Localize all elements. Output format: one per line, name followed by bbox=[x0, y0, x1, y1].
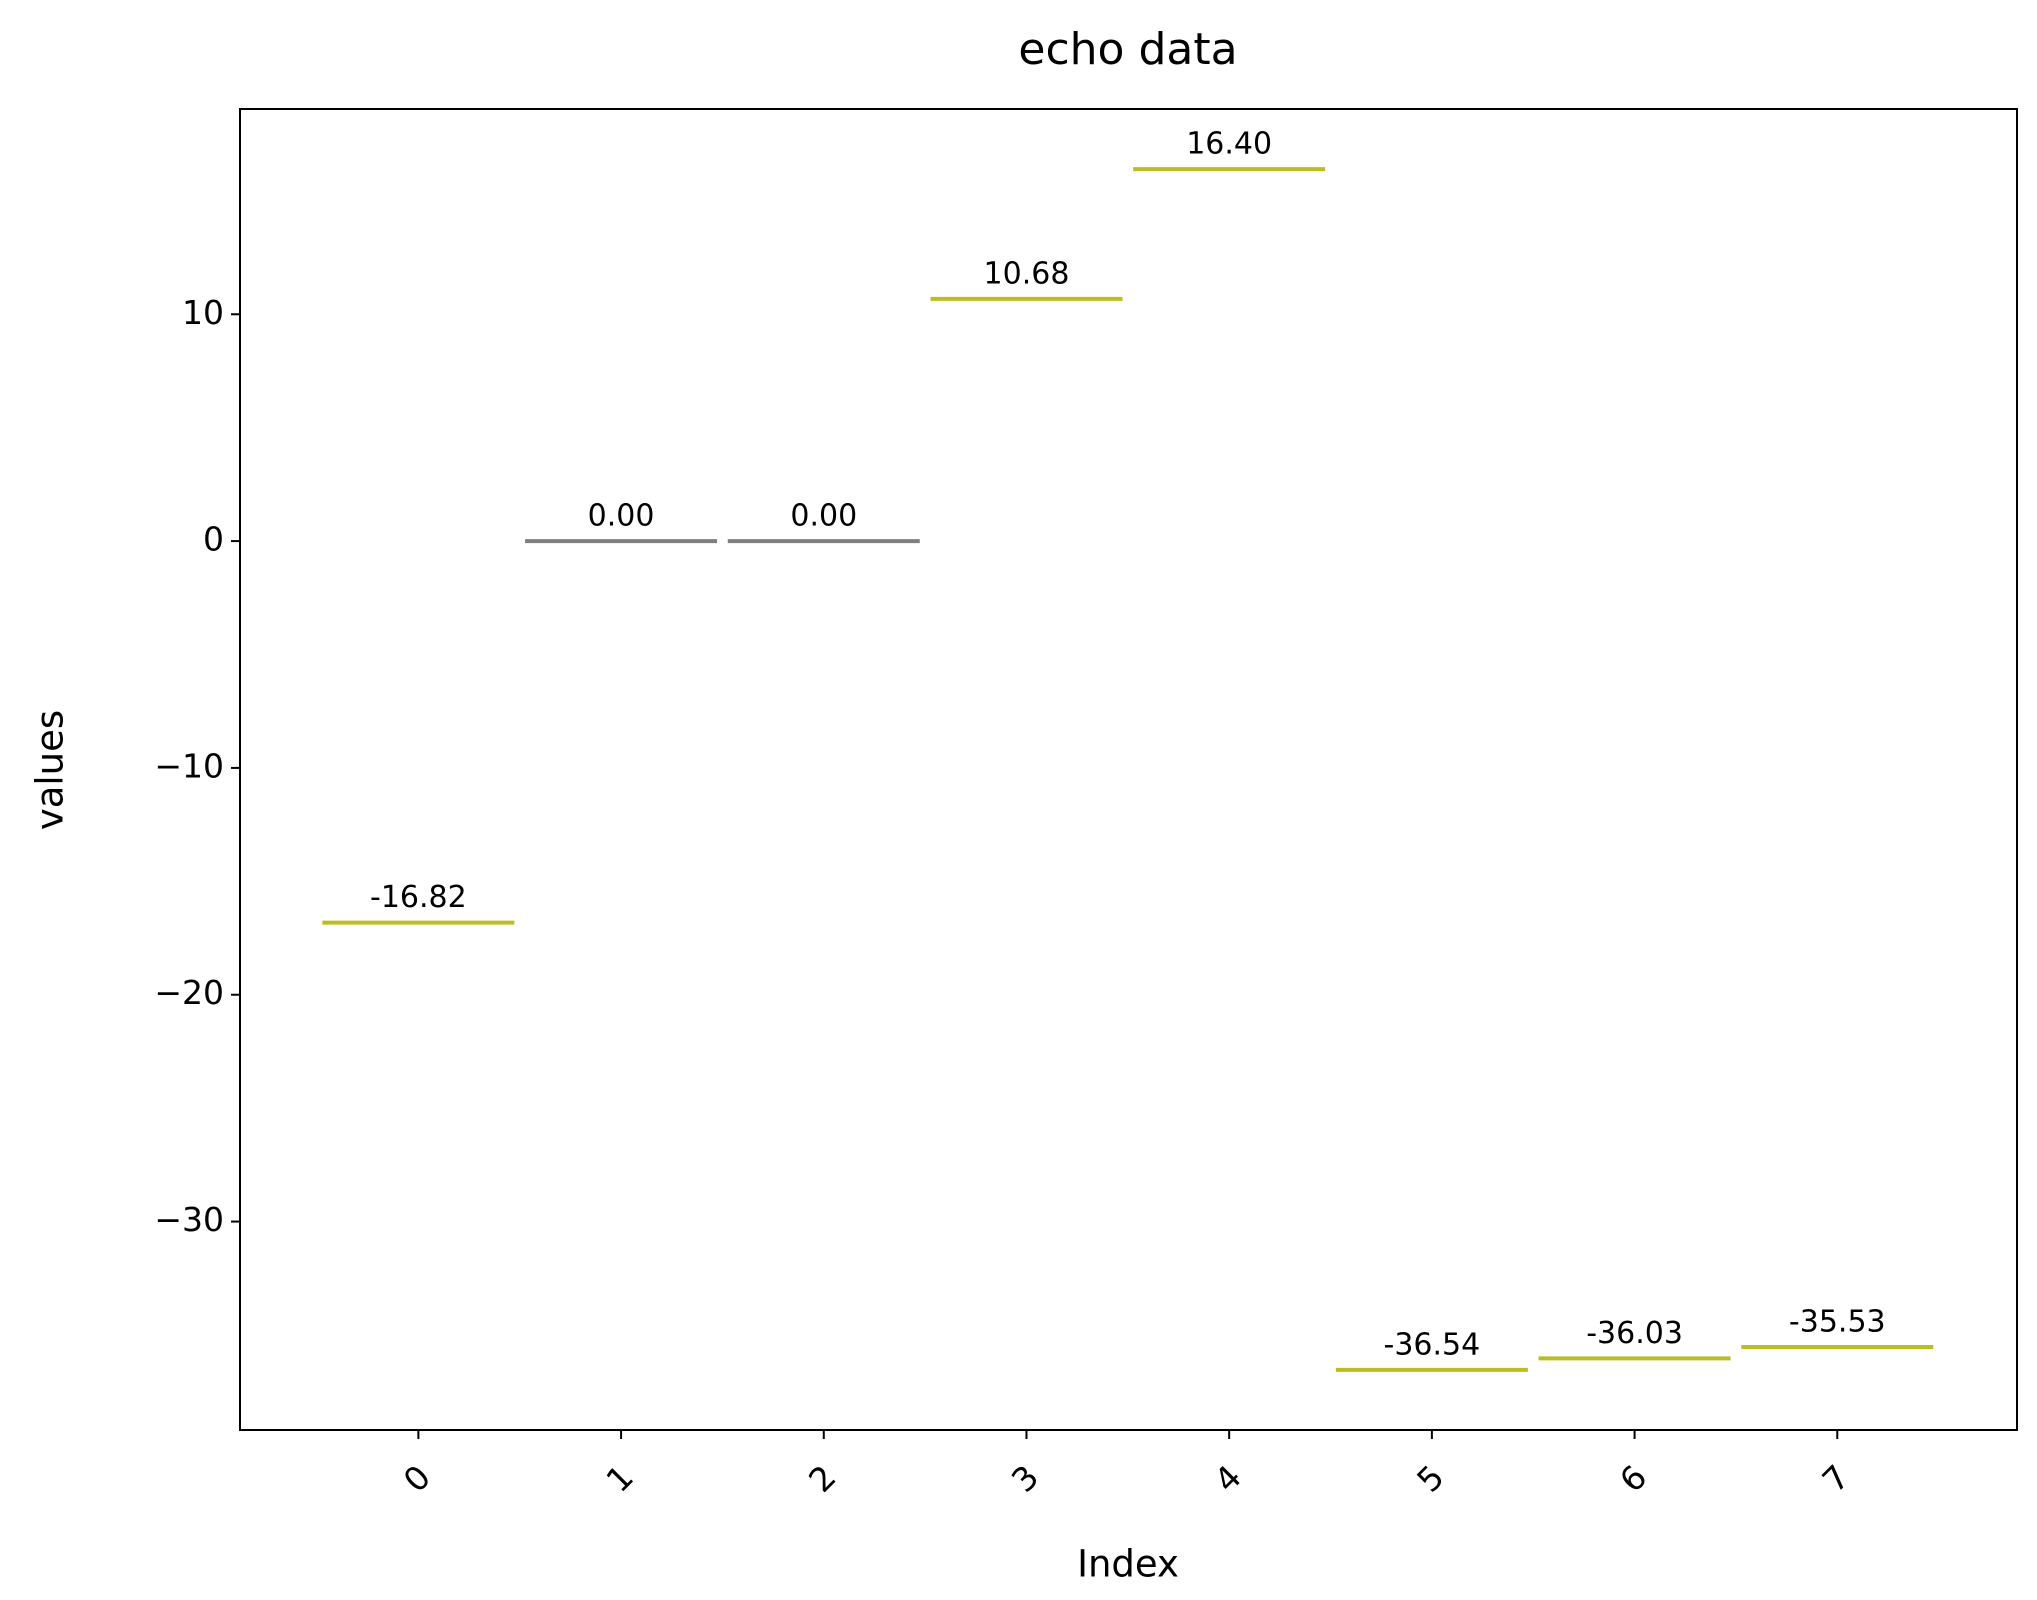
value-label: -36.54 bbox=[1384, 1327, 1481, 1362]
plot-frame bbox=[239, 108, 2018, 1431]
y-tick-label: 10 bbox=[182, 293, 224, 332]
value-label: 10.68 bbox=[984, 256, 1070, 291]
x-tick-label: 0 bbox=[396, 1457, 438, 1499]
x-tick-label: 4 bbox=[1207, 1457, 1249, 1499]
x-tick-label: 1 bbox=[598, 1457, 640, 1499]
y-tick-label: −20 bbox=[154, 973, 224, 1012]
x-tick-label: 2 bbox=[801, 1457, 843, 1499]
y-tick-label: 0 bbox=[203, 520, 224, 559]
value-label: 0.00 bbox=[790, 499, 857, 534]
value-label: 0.00 bbox=[588, 499, 655, 534]
y-tick-label: −30 bbox=[154, 1200, 224, 1239]
x-tick-label: 6 bbox=[1612, 1457, 1654, 1499]
value-label: -16.82 bbox=[370, 880, 467, 915]
value-label: 16.40 bbox=[1186, 127, 1272, 162]
x-axis-label: Index bbox=[1077, 1543, 1179, 1586]
y-axis-label: values bbox=[29, 710, 72, 830]
value-label: -35.53 bbox=[1789, 1304, 1886, 1339]
value-label: -36.03 bbox=[1586, 1316, 1683, 1351]
x-tick-label: 7 bbox=[1815, 1457, 1857, 1499]
x-tick-label: 5 bbox=[1409, 1457, 1451, 1499]
x-tick-label: 3 bbox=[1004, 1457, 1046, 1499]
chart-title: echo data bbox=[1018, 24, 1237, 75]
y-tick-label: −10 bbox=[154, 746, 224, 785]
